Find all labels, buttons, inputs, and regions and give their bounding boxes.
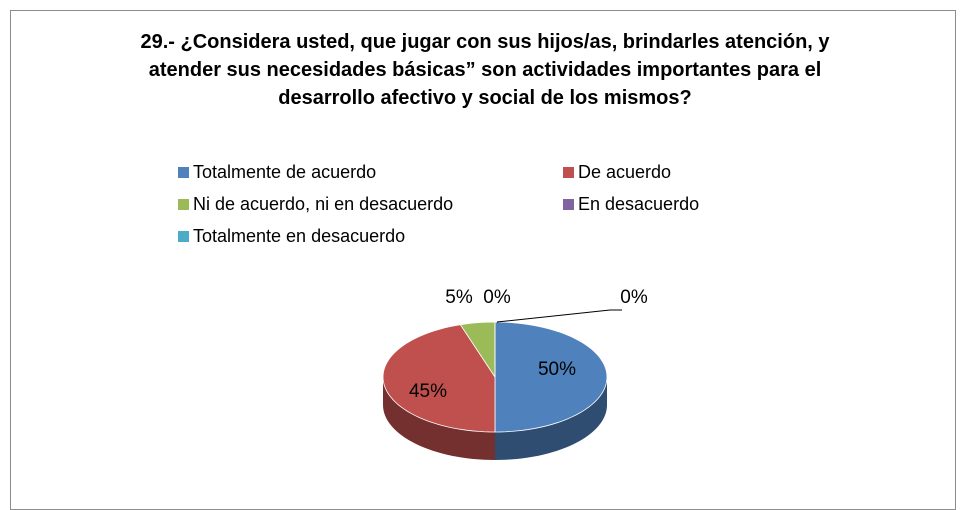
pie-slice xyxy=(382,324,496,433)
legend-swatch xyxy=(178,230,189,242)
legend-item: Ni de acuerdo, ni en desacuerdo xyxy=(178,192,563,216)
pie-slice xyxy=(459,321,496,379)
pie-slice xyxy=(494,321,608,433)
legend-label: Ni de acuerdo, ni en desacuerdo xyxy=(193,193,454,214)
legend-label: De acuerdo xyxy=(578,161,672,182)
pie-slice-side xyxy=(383,377,495,460)
legend-swatch xyxy=(178,198,189,210)
data-label: 5% xyxy=(445,287,473,308)
legend-swatch xyxy=(563,198,574,210)
pie-sides xyxy=(383,377,607,460)
legend-swatch xyxy=(563,166,574,178)
data-label: 45% xyxy=(409,381,447,402)
data-label: 0% xyxy=(620,287,648,308)
legend-item: En desacuerdo xyxy=(563,192,778,216)
chart-title: 29.- ¿Considera usted, que jugar con sus… xyxy=(140,31,830,109)
legend-swatch xyxy=(178,166,189,178)
legend-item: Totalmente de acuerdo xyxy=(178,160,563,184)
data-label: 0% xyxy=(483,287,511,308)
page: 29.- ¿Considera usted, que jugar con sus… xyxy=(10,10,956,510)
legend: Totalmente de acuerdo De acuerdo Ni de acu… xyxy=(178,160,778,248)
leader-line xyxy=(496,309,622,323)
data-label: 50% xyxy=(538,359,576,380)
pie-tops xyxy=(382,321,608,433)
pie-chart: 50% 45% 5% 0% 0% xyxy=(382,287,648,460)
legend-item: De acuerdo xyxy=(563,160,778,184)
legend-item: Totalmente en desacuerdo xyxy=(178,224,563,248)
legend-label: Totalmente en desacuerdo xyxy=(193,225,406,246)
legend-label: En desacuerdo xyxy=(578,193,700,214)
legend-label: Totalmente de acuerdo xyxy=(193,161,377,182)
pie-slice-side xyxy=(495,377,607,460)
